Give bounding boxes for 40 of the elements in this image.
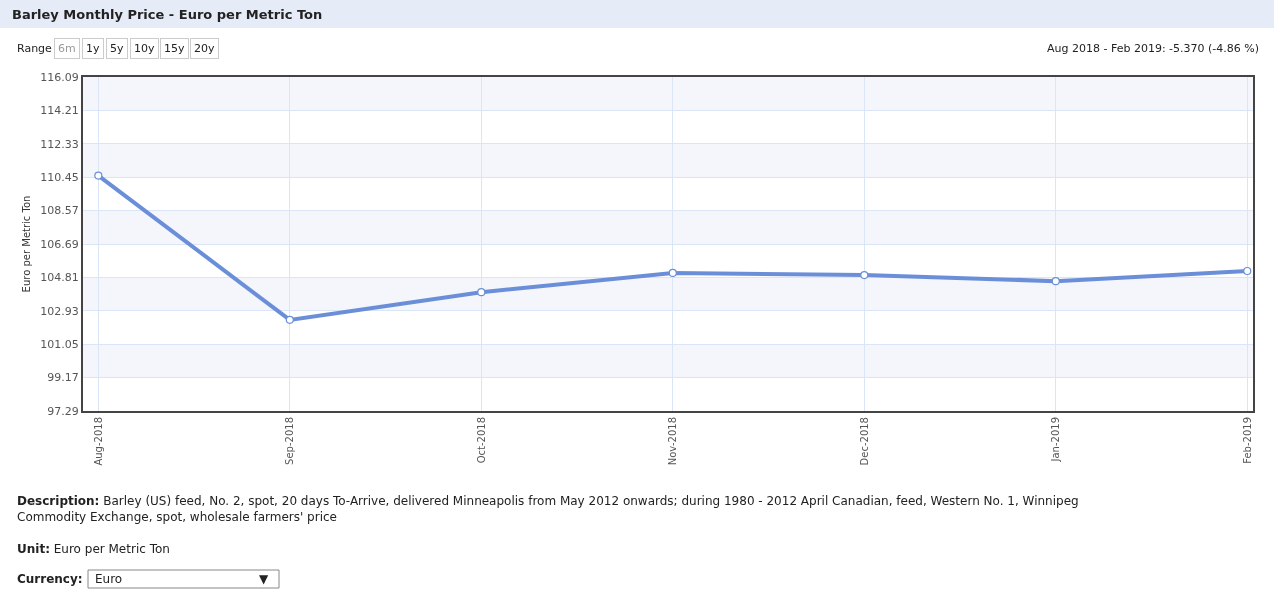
x-tick-label: Dec-2018 — [858, 417, 870, 466]
y-tick-label: 114.21 — [40, 104, 79, 118]
point — [477, 288, 486, 297]
y-tick-label: 99.17 — [47, 371, 79, 385]
point — [668, 268, 677, 278]
x-tick-label: Nov-2018 — [667, 417, 679, 466]
x-tick-label: Jan-2019 — [1050, 417, 1062, 463]
text: Euro — [95, 572, 123, 586]
text: Range — [17, 42, 53, 55]
x-tick-label: Feb-2019 — [1241, 417, 1253, 464]
text: 5y — [110, 42, 124, 55]
point — [1051, 277, 1060, 286]
text: ▼ — [259, 572, 269, 586]
text: Unit: Euro per Metric Ton — [17, 542, 170, 556]
text: Description: Barley (US) feed, No. 2, spot, 20 days To-Arrive, delivered Minneapolis from May 2012 onwards; during 1980 - 2012 April Canadian, feed, Western No. 1, Winnipeg Commodity Exchange, spot, wholesale farmers' price — [17, 494, 1079, 524]
point — [94, 171, 103, 180]
text: 1y — [86, 42, 100, 55]
text: 15y — [164, 42, 185, 55]
y-tick-label: 110.45 — [40, 171, 79, 185]
y-tick-label: 116.09 — [40, 70, 79, 84]
y-tick-label: 102.93 — [40, 304, 79, 318]
y-axis-title: Euro per Metric Ton — [20, 195, 32, 293]
text: Aug 2018 - Feb 2019: -5.370 (-4.86 %) — [1047, 42, 1260, 55]
point — [860, 270, 869, 280]
point — [1243, 266, 1252, 276]
y-tick-label: 106.69 — [40, 237, 79, 251]
y-tick-label: 104.81 — [40, 271, 79, 285]
text: 10y — [134, 42, 155, 55]
text: 20y — [194, 42, 215, 55]
y-tick-label: 112.33 — [40, 137, 79, 151]
text: 6m — [58, 42, 76, 55]
y-tick-label: 97.29 — [47, 404, 79, 418]
x-tick-label: Sep-2018 — [284, 417, 296, 465]
chart-title: Barley Monthly Price - Euro per Metric Ton — [12, 6, 323, 22]
text: Currency: — [17, 572, 83, 586]
point — [285, 315, 294, 324]
y-tick-label: 101.05 — [40, 338, 79, 352]
x-tick-label: Oct-2018 — [475, 417, 487, 464]
x-tick-label: Aug-2018 — [92, 417, 104, 466]
y-tick-label: 108.57 — [40, 204, 79, 218]
